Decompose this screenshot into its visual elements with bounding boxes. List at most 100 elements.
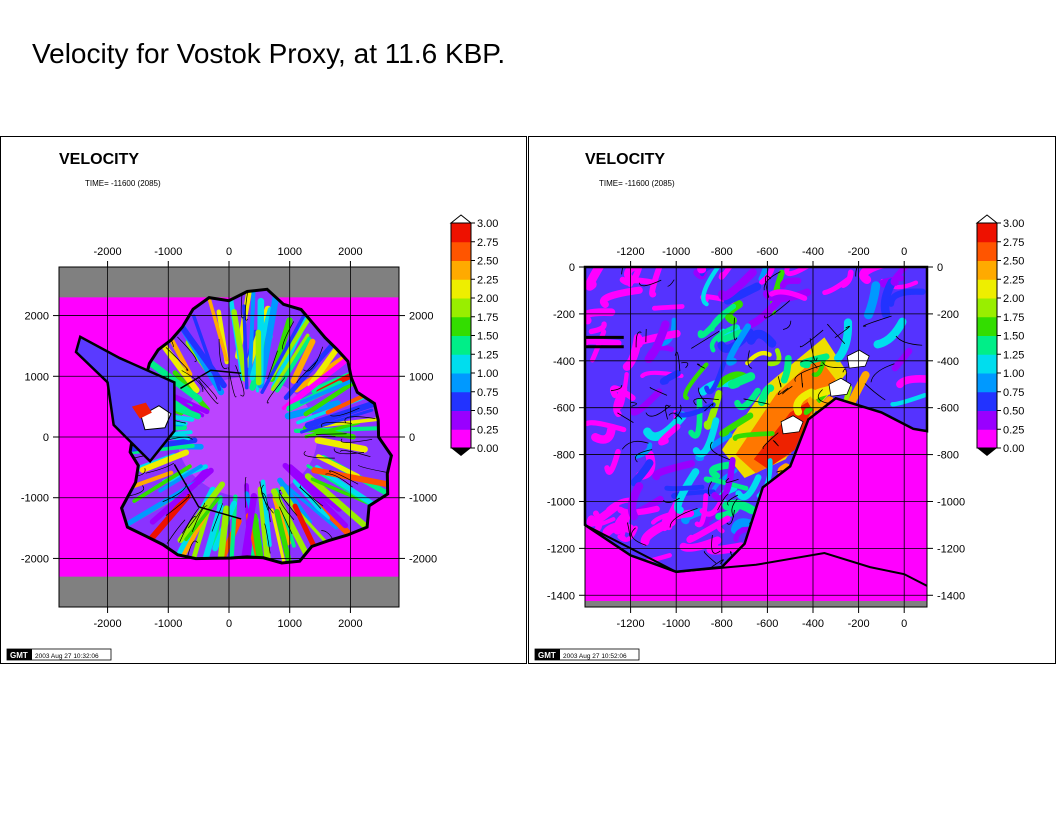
y-tick-label-right: -1200	[937, 543, 965, 555]
velocity-streak	[757, 384, 775, 406]
x-tick-label-bottom: -400	[802, 618, 824, 630]
shelf-outline	[180, 369, 242, 390]
colorbar-label: 2.50	[477, 256, 498, 268]
y-tick-label-right: -200	[937, 309, 959, 321]
contour-line	[635, 331, 642, 348]
contour-line	[259, 481, 269, 511]
velocity-streak	[686, 515, 731, 543]
contour-line	[266, 377, 286, 404]
colorbar-segment	[451, 279, 471, 299]
left-gmt-stamp: GMT 2003 Aug 27 10:32:06	[6, 648, 112, 661]
colorbar-top-arrow	[975, 214, 999, 224]
y-tick-label-left: -1400	[547, 590, 575, 602]
left-velocity-map: VELOCITY TIME= -11600 (2085) -2000-2000-…	[6, 151, 498, 661]
left-timestamp: 2003 Aug 27 10:32:06	[35, 653, 99, 660]
contour-line	[834, 325, 850, 339]
white-patch	[828, 377, 852, 397]
contour-line	[262, 492, 271, 523]
velocity-streak	[724, 300, 744, 325]
velocity-streak	[643, 411, 687, 441]
velocity-streak	[624, 267, 667, 282]
velocity-streak	[768, 289, 808, 301]
contour-line	[278, 489, 298, 516]
velocity-streak	[759, 267, 775, 285]
colorbar-label: 1.50	[477, 331, 498, 343]
colorbar-label: 1.00	[477, 368, 498, 380]
y-tick-label-right: 0	[937, 262, 943, 274]
contour-line	[121, 468, 146, 478]
colorbar-label: 1.50	[1003, 331, 1024, 343]
colorbar-bottom-arrow	[977, 448, 997, 456]
velocity-streak	[585, 338, 622, 347]
velocity-streak	[600, 286, 643, 309]
x-tick-label-bottom: 0	[901, 618, 907, 630]
contour-line	[177, 336, 197, 362]
colorbar-label: 0.00	[477, 443, 498, 455]
colorbar-segment	[977, 429, 997, 449]
colorbar-segment	[977, 316, 997, 336]
velocity-streak	[664, 484, 705, 491]
velocity-streak	[735, 474, 762, 501]
contour-line	[809, 338, 818, 362]
y-tick-label-left: -800	[553, 450, 575, 462]
colorbar-label: 2.00	[477, 293, 498, 305]
x-tick-label-top: 1000	[277, 246, 301, 258]
colorbar-label: 2.50	[1003, 256, 1024, 268]
y-tick-label-right: -1000	[409, 493, 437, 505]
colorbar-label: 0.75	[477, 387, 498, 399]
velocity-streak	[758, 267, 777, 282]
contour-line	[777, 376, 782, 388]
contour-line	[321, 421, 352, 428]
contour-line	[864, 383, 886, 401]
x-tick-label-top: -2000	[94, 246, 122, 258]
contour-line	[121, 485, 144, 499]
contour-line	[181, 370, 204, 392]
velocity-streak	[674, 468, 700, 514]
colorbar-segment	[451, 241, 471, 261]
contour-line	[782, 385, 793, 395]
map-frame	[584, 266, 928, 608]
y-tick-label-left: 2000	[25, 311, 49, 323]
right-gmt-stamp: GMT 2003 Aug 27 10:52:06	[534, 648, 640, 661]
velocity-streak	[719, 412, 754, 437]
contour-line	[649, 387, 668, 396]
y-tick-label-right: -400	[937, 356, 959, 368]
contour-line	[621, 440, 649, 450]
contour-line	[817, 389, 831, 405]
x-tick-label-bottom: -1200	[617, 618, 645, 630]
velocity-streak	[121, 470, 174, 500]
contour-line	[693, 397, 719, 406]
colorbar-segment	[451, 354, 471, 374]
colorbar-segment	[451, 373, 471, 393]
colorbar-segment	[451, 223, 471, 243]
left-map-title: VELOCITY	[59, 151, 139, 168]
velocity-streak	[316, 454, 360, 479]
colorbar-label: 0.25	[1003, 424, 1024, 436]
contour-line	[827, 323, 846, 345]
contour-line	[184, 540, 198, 564]
velocity-streak	[227, 494, 238, 564]
x-tick-label-top: -1000	[662, 246, 690, 258]
contour-line	[196, 375, 218, 400]
contour-line	[801, 373, 803, 388]
x-tick-label-bottom: 1000	[277, 618, 301, 630]
contour-line	[794, 364, 823, 382]
velocity-streak	[730, 518, 754, 535]
velocity-streak	[591, 425, 616, 444]
velocity-streak	[634, 329, 681, 348]
x-tick-label-bottom: 0	[226, 618, 232, 630]
velocity-streak	[896, 374, 927, 389]
colorbar-label: 1.75	[1003, 312, 1024, 324]
contour-line	[630, 402, 637, 407]
contour-line	[303, 346, 324, 372]
velocity-streak	[588, 321, 607, 335]
velocity-streak	[650, 512, 672, 525]
colorbar-segment	[977, 391, 997, 411]
contour-line	[691, 330, 720, 349]
contour-line	[357, 464, 388, 473]
colorbar-segment	[451, 335, 471, 355]
right-colorbar: 3.00 2.75 2.50 2.25 2.00 1.75 1.50 1.25 1.00 0.75…	[975, 214, 1024, 456]
velocity-streak	[247, 289, 256, 377]
x-tick-label-bottom: -1000	[662, 618, 690, 630]
velocity-streak	[722, 499, 756, 515]
